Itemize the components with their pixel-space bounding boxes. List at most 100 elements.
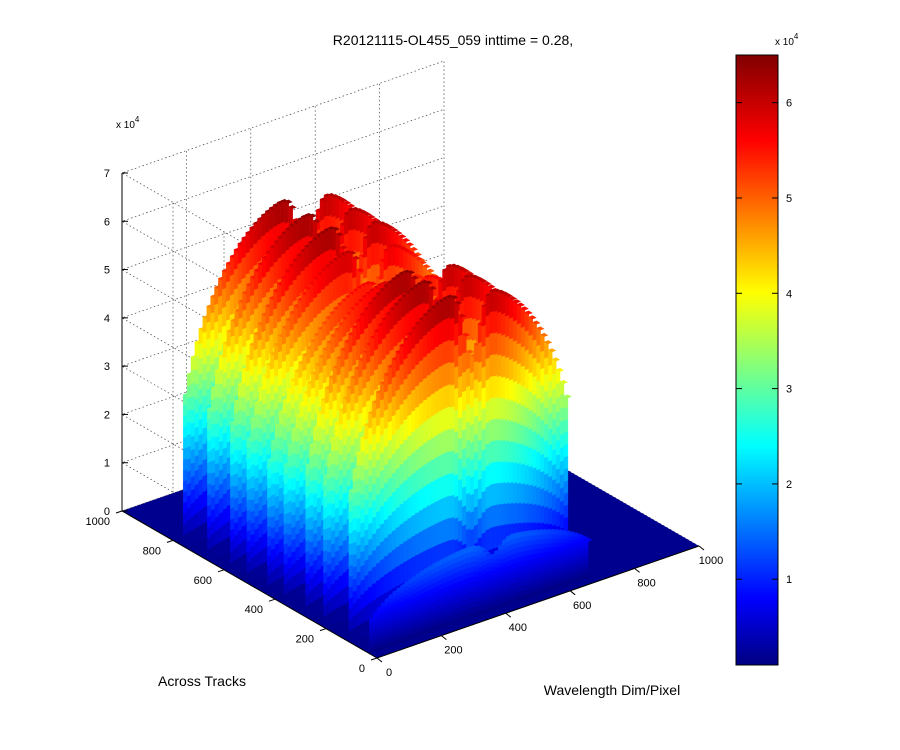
surface-patch — [234, 472, 239, 487]
surface-patch — [305, 213, 310, 238]
surface-patch — [207, 428, 212, 442]
surface-patch — [291, 489, 296, 504]
surface-patch — [194, 397, 200, 414]
surface-patch — [245, 384, 251, 402]
surface-patch — [218, 295, 223, 316]
surface-patch — [218, 331, 223, 352]
surface-patch — [234, 485, 239, 500]
surface-patch — [258, 427, 263, 443]
surface-patch — [211, 520, 216, 535]
surface-patch — [280, 199, 286, 224]
surface-patch — [241, 424, 247, 441]
surface-patch — [275, 542, 280, 557]
surface-patch — [241, 381, 247, 399]
surface-patch — [269, 333, 274, 355]
surface-patch — [190, 488, 196, 504]
surface-patch — [262, 532, 267, 549]
surface-patch — [278, 563, 284, 579]
surface-patch — [295, 493, 300, 509]
surface-patch — [265, 270, 271, 294]
surface-patch — [211, 459, 216, 474]
surface-patch — [254, 540, 259, 556]
surface-patch — [287, 466, 292, 480]
surface-patch — [190, 435, 196, 451]
surface-patch — [271, 482, 276, 496]
surface-patch — [198, 478, 204, 496]
surface-patch — [295, 585, 300, 601]
surface-patch — [246, 301, 251, 323]
surface-patch — [246, 529, 252, 542]
surface-patch — [230, 452, 235, 466]
surface-patch — [250, 533, 256, 547]
surface-patch — [250, 521, 256, 536]
surface-patch — [281, 342, 287, 363]
surface-patch — [266, 407, 271, 425]
surface-patch — [182, 425, 188, 439]
surface-patch — [222, 507, 228, 525]
surface-patch — [218, 525, 224, 543]
surface-patch — [226, 376, 232, 395]
surface-patch — [336, 275, 341, 299]
surface-patch — [258, 522, 263, 539]
surface-patch — [297, 217, 302, 242]
surface-patch — [282, 425, 288, 441]
surface-patch — [190, 395, 196, 411]
surface-patch — [190, 448, 196, 464]
surface-patch — [348, 229, 353, 253]
surface-patch — [250, 498, 256, 513]
surface-patch — [271, 537, 276, 551]
surface-patch — [211, 545, 216, 560]
surface-patch — [291, 587, 296, 602]
surface-patch — [281, 360, 287, 380]
surface-patch — [299, 569, 304, 586]
surface-patch — [207, 461, 212, 474]
surface-patch — [262, 276, 267, 299]
surface-patch — [230, 463, 235, 477]
surface-patch — [222, 522, 228, 540]
surface-patch — [253, 348, 258, 367]
surface-patch — [269, 314, 274, 336]
surface-patch — [262, 489, 267, 506]
surface-patch — [291, 538, 296, 553]
surface-patch — [194, 469, 200, 486]
surface-patch — [299, 541, 304, 558]
surface-patch — [210, 346, 215, 366]
surface-patch — [230, 517, 235, 531]
surface-top — [363, 212, 372, 217]
surface-patch — [267, 554, 272, 567]
surface-patch — [234, 448, 239, 463]
surface-patch — [211, 508, 216, 523]
surface-patch — [246, 550, 252, 563]
surface-patch — [278, 367, 283, 387]
surface-patch — [211, 471, 216, 486]
surface-patch — [291, 550, 296, 565]
surface-patch — [290, 407, 295, 425]
surface-patch — [214, 422, 220, 438]
surface-patch — [202, 394, 207, 413]
surface-patch — [340, 273, 345, 297]
surface-patch — [287, 488, 292, 502]
surface-patch — [287, 533, 292, 547]
surface-patch — [293, 341, 298, 362]
surface-patch — [289, 347, 295, 368]
surface-patch — [250, 451, 256, 466]
surface-patch — [278, 448, 284, 464]
surface-patch — [278, 384, 283, 404]
surface-patch — [186, 433, 192, 448]
surface-patch — [294, 384, 299, 402]
surface-patch — [222, 401, 228, 419]
surface-patch — [218, 511, 224, 528]
surface-patch — [320, 230, 325, 255]
surface-patch — [249, 358, 255, 377]
surface-patch — [291, 439, 296, 455]
surface-patch — [267, 535, 272, 547]
surface-patch — [278, 550, 284, 566]
surface-patch — [261, 330, 266, 350]
surface-patch — [246, 467, 252, 480]
surface-patch — [250, 294, 255, 316]
surface-patch — [242, 327, 247, 348]
surface-patch — [237, 462, 243, 478]
surface-patch — [246, 509, 252, 522]
surface-patch — [182, 457, 188, 471]
surface-patch — [267, 515, 272, 528]
